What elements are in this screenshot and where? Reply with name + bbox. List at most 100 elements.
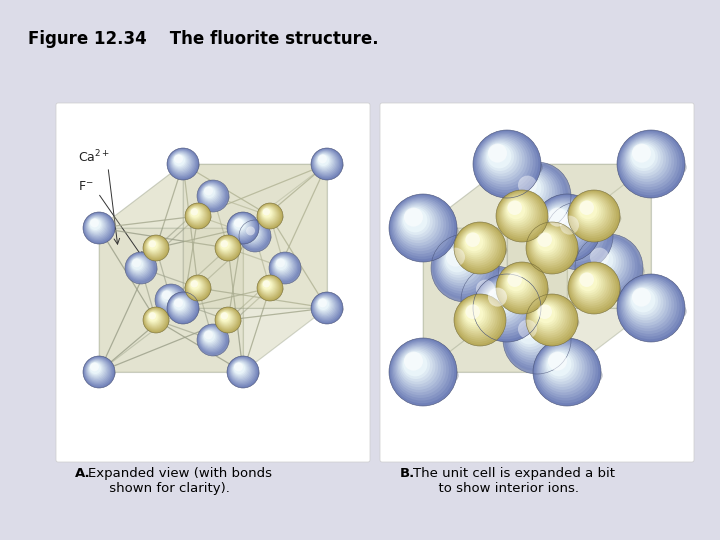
- Circle shape: [393, 342, 449, 398]
- Circle shape: [539, 200, 588, 248]
- Circle shape: [577, 271, 601, 295]
- Circle shape: [459, 299, 495, 336]
- Circle shape: [234, 218, 243, 227]
- Circle shape: [172, 153, 188, 168]
- Circle shape: [528, 224, 574, 270]
- Circle shape: [88, 361, 105, 378]
- Circle shape: [89, 362, 102, 375]
- Ellipse shape: [626, 298, 687, 325]
- Ellipse shape: [461, 240, 508, 261]
- Circle shape: [477, 278, 533, 334]
- Circle shape: [569, 191, 618, 240]
- Circle shape: [464, 303, 485, 326]
- Circle shape: [200, 183, 222, 206]
- Circle shape: [459, 227, 495, 264]
- Ellipse shape: [218, 316, 242, 327]
- Circle shape: [311, 148, 343, 180]
- Polygon shape: [99, 228, 243, 372]
- Circle shape: [503, 306, 571, 374]
- Circle shape: [550, 207, 602, 259]
- Polygon shape: [423, 164, 507, 372]
- Circle shape: [389, 194, 457, 262]
- Circle shape: [246, 227, 257, 238]
- Circle shape: [272, 255, 294, 278]
- Circle shape: [618, 131, 683, 195]
- Circle shape: [314, 295, 337, 318]
- Circle shape: [89, 218, 102, 231]
- Circle shape: [172, 297, 189, 314]
- Circle shape: [533, 229, 564, 260]
- Circle shape: [240, 221, 269, 249]
- Circle shape: [501, 267, 538, 303]
- Circle shape: [541, 201, 585, 246]
- Circle shape: [204, 187, 215, 198]
- Text: Expanded view (with bonds
     shown for clarity).: Expanded view (with bonds shown for clar…: [88, 467, 272, 495]
- Circle shape: [431, 234, 499, 302]
- Circle shape: [463, 303, 487, 327]
- Circle shape: [187, 277, 207, 297]
- Ellipse shape: [260, 212, 284, 222]
- Circle shape: [230, 359, 253, 382]
- Circle shape: [258, 204, 282, 228]
- Circle shape: [477, 134, 533, 190]
- Circle shape: [475, 132, 536, 193]
- Circle shape: [230, 360, 251, 380]
- Circle shape: [486, 287, 514, 315]
- Ellipse shape: [482, 298, 543, 325]
- Circle shape: [161, 289, 176, 305]
- Circle shape: [576, 270, 603, 298]
- Circle shape: [510, 170, 555, 214]
- Circle shape: [148, 312, 158, 323]
- Circle shape: [233, 218, 246, 231]
- Ellipse shape: [188, 212, 212, 222]
- Circle shape: [480, 137, 528, 185]
- Circle shape: [261, 206, 276, 222]
- Circle shape: [397, 346, 441, 390]
- Circle shape: [83, 212, 115, 244]
- Circle shape: [185, 275, 211, 301]
- Circle shape: [148, 239, 160, 252]
- Circle shape: [230, 215, 253, 238]
- Circle shape: [174, 299, 183, 307]
- Circle shape: [312, 148, 342, 179]
- Circle shape: [215, 235, 241, 261]
- Ellipse shape: [533, 240, 580, 261]
- Circle shape: [202, 329, 217, 345]
- Ellipse shape: [554, 226, 615, 253]
- Circle shape: [527, 295, 576, 344]
- Circle shape: [544, 206, 577, 238]
- Circle shape: [241, 222, 266, 247]
- Circle shape: [438, 241, 483, 286]
- Circle shape: [461, 301, 492, 332]
- Circle shape: [509, 168, 557, 217]
- Circle shape: [539, 345, 588, 393]
- Circle shape: [454, 294, 506, 346]
- Circle shape: [189, 279, 202, 292]
- Circle shape: [518, 320, 537, 339]
- Circle shape: [559, 216, 583, 240]
- Circle shape: [485, 286, 517, 318]
- Circle shape: [464, 233, 483, 251]
- Circle shape: [505, 271, 529, 295]
- Circle shape: [624, 137, 672, 185]
- Circle shape: [455, 223, 504, 272]
- Circle shape: [203, 330, 216, 343]
- Circle shape: [621, 134, 677, 190]
- Circle shape: [580, 200, 594, 215]
- Circle shape: [389, 338, 457, 406]
- Ellipse shape: [482, 154, 543, 181]
- Circle shape: [625, 138, 669, 182]
- Circle shape: [532, 300, 566, 334]
- Circle shape: [529, 297, 572, 340]
- Circle shape: [534, 195, 598, 259]
- Circle shape: [220, 312, 230, 323]
- Circle shape: [531, 299, 567, 336]
- Circle shape: [232, 361, 249, 378]
- Circle shape: [478, 135, 530, 187]
- Circle shape: [144, 236, 167, 259]
- Circle shape: [574, 196, 608, 229]
- Circle shape: [456, 296, 502, 342]
- Circle shape: [259, 278, 278, 296]
- Circle shape: [573, 267, 610, 303]
- Circle shape: [465, 270, 521, 326]
